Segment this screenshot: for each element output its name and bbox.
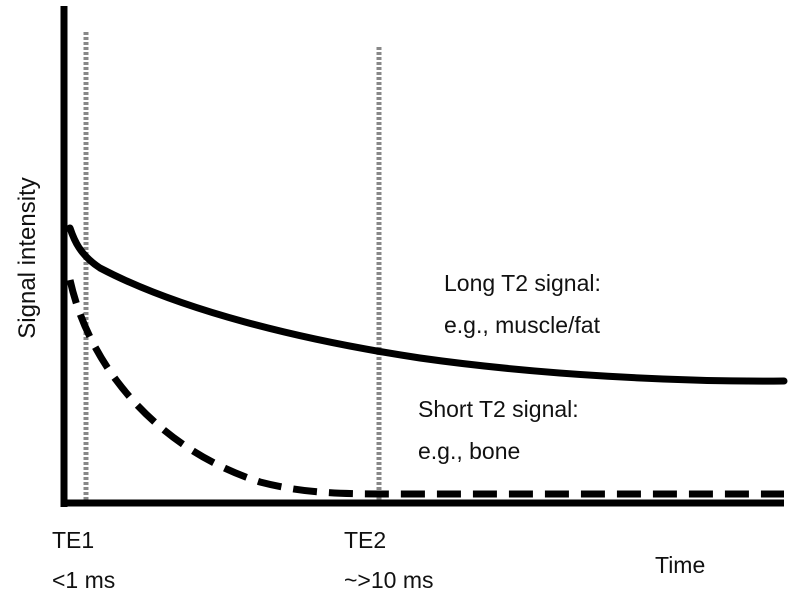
te2-label: TE2 — [344, 527, 386, 553]
long-t2-example: e.g., muscle/fat — [444, 312, 601, 338]
x-axis-label: Time — [655, 552, 705, 578]
short-t2-example: e.g., bone — [418, 438, 520, 464]
te1-label: TE1 — [52, 527, 94, 553]
long-t2-curve — [66, 224, 788, 385]
y-axis-label: Signal intensity — [14, 177, 41, 338]
long-t2-title: Long T2 signal: — [444, 270, 601, 296]
te2-value: ~>10 ms — [344, 567, 434, 593]
te1-value: <1 ms — [52, 567, 115, 593]
short-t2-curve — [66, 279, 784, 498]
short-t2-title: Short T2 signal: — [418, 396, 579, 422]
